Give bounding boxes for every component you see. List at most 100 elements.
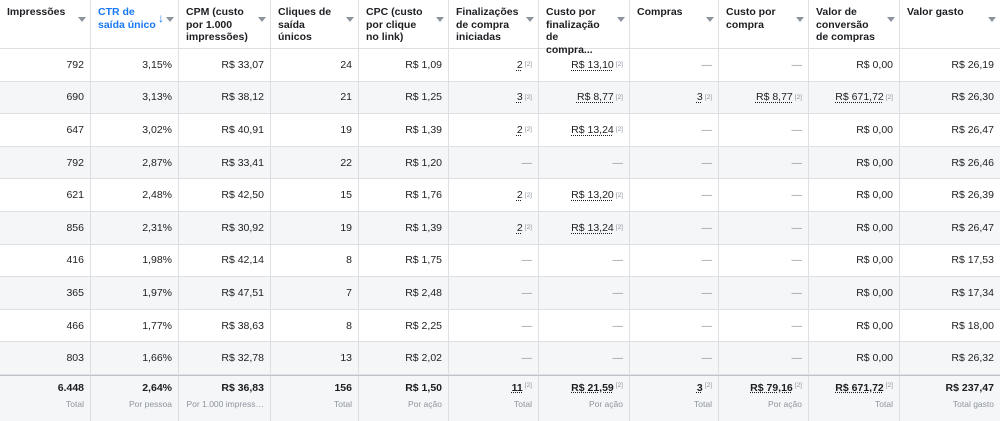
cell-value: — bbox=[791, 156, 803, 169]
cell-value[interactable]: R$ 8,77 bbox=[576, 91, 614, 104]
cell-value: 24 bbox=[340, 58, 352, 71]
attribution-note-marker: [2] bbox=[524, 381, 532, 389]
column-menu-caret-icon[interactable] bbox=[436, 17, 444, 22]
column-header-cpm[interactable]: CPM (custo por 1.000 impressões) bbox=[179, 0, 271, 48]
attribution-note-marker: [2] bbox=[524, 126, 532, 134]
table-row[interactable]: 647 3,02% R$ 40,91 19 R$ 1,39 2 [2] R$ 13,24 [2]… bbox=[0, 114, 1000, 147]
cell-compras: — bbox=[630, 277, 719, 309]
table-row[interactable]: 856 2,31% R$ 30,92 19 R$ 1,39 2 [2] R$ 13,24 [2]… bbox=[0, 211, 1000, 245]
cell-value: R$ 33,07 bbox=[221, 58, 264, 71]
column-header-valor_conversao[interactable]: Valor de conversão de compras bbox=[809, 0, 900, 48]
cell-value[interactable]: R$ 671,72 bbox=[835, 91, 884, 104]
column-menu-caret-icon[interactable] bbox=[526, 17, 534, 22]
table-row[interactable]: 803 1,66% R$ 32,78 13 R$ 2,02 — — — — R$ 0,00 R$ 2… bbox=[0, 342, 1000, 375]
cell-value: — bbox=[521, 254, 533, 267]
cell-value: 19 bbox=[340, 221, 352, 234]
column-menu-caret-icon[interactable] bbox=[796, 17, 804, 22]
cell-value[interactable]: 2 bbox=[516, 58, 523, 71]
table-row[interactable]: 365 1,97% R$ 47,51 7 R$ 2,48 — — — — R$ 0,00 R$ 17… bbox=[0, 277, 1000, 310]
cell-impressoes: 803 bbox=[0, 342, 91, 374]
column-menu-caret-icon[interactable] bbox=[617, 17, 625, 22]
attribution-note-marker: [2] bbox=[524, 191, 532, 199]
cell-value: — bbox=[701, 254, 713, 267]
total-cpm: R$ 36,83 Por 1.000 impress… bbox=[179, 375, 271, 421]
cell-value: R$ 1,20 bbox=[405, 156, 442, 169]
column-header-cpc[interactable]: CPC (custo por clique no link) bbox=[359, 0, 449, 48]
total-value[interactable]: R$ 671,72 bbox=[835, 381, 884, 394]
cell-cpm: R$ 32,78 bbox=[179, 342, 271, 374]
cell-value: — bbox=[521, 156, 533, 169]
cell-value: 21 bbox=[340, 91, 352, 104]
cell-value: R$ 33,41 bbox=[221, 156, 264, 169]
column-header-custo_compra[interactable]: Custo por compra bbox=[719, 0, 809, 48]
cell-value: 416 bbox=[66, 254, 84, 267]
column-menu-caret-icon[interactable] bbox=[887, 17, 895, 22]
cell-cpm: R$ 40,91 bbox=[179, 114, 271, 146]
cell-value: R$ 1,39 bbox=[405, 221, 442, 234]
column-header-custo_finalizacao[interactable]: Custo por finalização de compra... bbox=[539, 0, 630, 56]
column-menu-caret-icon[interactable] bbox=[78, 17, 86, 22]
cell-value[interactable]: R$ 13,24 bbox=[571, 123, 614, 136]
total-value[interactable]: 11 bbox=[511, 381, 523, 394]
cell-valor_conversao: R$ 0,00 bbox=[809, 342, 900, 374]
column-header-compras[interactable]: Compras bbox=[630, 0, 719, 48]
table-row[interactable]: 792 2,87% R$ 33,41 22 R$ 1,20 — — — — R$ 0,00 R$ 2… bbox=[0, 146, 1000, 180]
cell-value: — bbox=[791, 319, 803, 332]
table-row[interactable]: 792 3,15% R$ 33,07 24 R$ 1,09 2 [2] R$ 13,10 [2]… bbox=[0, 49, 1000, 82]
total-label: Total bbox=[66, 398, 84, 409]
cell-value: 8 bbox=[346, 254, 352, 267]
cell-value: R$ 17,34 bbox=[951, 286, 994, 299]
cell-cpc: R$ 1,25 bbox=[359, 81, 449, 114]
cell-custo_finalizacao: R$ 13,20 [2] bbox=[539, 179, 630, 211]
total-value[interactable]: R$ 21,59 bbox=[571, 381, 614, 394]
cell-valor_conversao: R$ 0,00 bbox=[809, 244, 900, 277]
cell-custo_finalizacao: — bbox=[539, 342, 630, 374]
cell-value: R$ 1,75 bbox=[405, 254, 442, 267]
cell-cpc: R$ 2,02 bbox=[359, 342, 449, 374]
cell-ctr: 1,77% bbox=[91, 309, 179, 342]
cell-value: 690 bbox=[66, 91, 84, 104]
cell-value[interactable]: 2 bbox=[516, 189, 523, 202]
cell-cpm: R$ 38,12 bbox=[179, 81, 271, 114]
cell-compras: — bbox=[630, 342, 719, 374]
column-header-valor_gasto[interactable]: Valor gasto bbox=[900, 0, 1000, 48]
total-value: R$ 36,83 bbox=[221, 381, 264, 394]
column-menu-caret-icon[interactable] bbox=[346, 17, 354, 22]
cell-value: R$ 0,00 bbox=[856, 123, 893, 136]
sort-descending-icon[interactable]: ↓ bbox=[158, 11, 164, 25]
cell-compras: — bbox=[630, 244, 719, 277]
cell-value: R$ 0,00 bbox=[856, 221, 893, 234]
column-menu-caret-icon[interactable] bbox=[166, 17, 174, 22]
column-header-impressoes[interactable]: Impressões bbox=[0, 0, 91, 48]
cell-finalizacoes: — bbox=[449, 342, 539, 374]
cell-value[interactable]: 3 bbox=[516, 91, 523, 104]
cell-custo_compra: — bbox=[719, 342, 809, 374]
cell-value[interactable]: 2 bbox=[516, 123, 523, 136]
column-header-ctr[interactable]: CTR de saída único ↓ bbox=[91, 0, 179, 48]
cell-value[interactable]: R$ 13,20 bbox=[571, 189, 614, 202]
column-header-cliques[interactable]: Cliques de saída únicos bbox=[271, 0, 359, 48]
table-row[interactable]: 690 3,13% R$ 38,12 21 R$ 1,25 3 [2] R$ 8,77 [2] 3… bbox=[0, 81, 1000, 115]
cell-value[interactable]: R$ 13,10 bbox=[571, 58, 614, 71]
table-row[interactable]: 466 1,77% R$ 38,63 8 R$ 2,25 — — — — R$ 0,00 R$ 18… bbox=[0, 309, 1000, 343]
column-menu-caret-icon[interactable] bbox=[706, 17, 714, 22]
cell-value[interactable]: R$ 13,24 bbox=[571, 221, 614, 234]
cell-value: — bbox=[701, 189, 713, 202]
cell-value: R$ 42,50 bbox=[221, 189, 264, 202]
cell-finalizacoes: — bbox=[449, 277, 539, 309]
cell-value[interactable]: 2 bbox=[516, 221, 523, 234]
cell-value[interactable]: R$ 8,77 bbox=[755, 91, 793, 104]
total-value[interactable]: R$ 79,16 bbox=[750, 381, 793, 394]
column-menu-caret-icon[interactable] bbox=[258, 17, 266, 22]
cell-ctr: 1,97% bbox=[91, 277, 179, 309]
cell-value: — bbox=[701, 352, 713, 365]
table-row[interactable]: 621 2,48% R$ 42,50 15 R$ 1,76 2 [2] R$ 13,20 [2]… bbox=[0, 179, 1000, 212]
total-value[interactable]: 3 bbox=[696, 381, 703, 394]
cell-value: 3,13% bbox=[142, 91, 172, 104]
cell-finalizacoes: 2 [2] bbox=[449, 211, 539, 244]
column-header-finalizacoes[interactable]: Finalizações de compra iniciadas bbox=[449, 0, 539, 48]
attribution-note-marker: [2] bbox=[524, 93, 532, 101]
table-row[interactable]: 416 1,98% R$ 42,14 8 R$ 1,75 — — — — R$ 0,00 R$ 17… bbox=[0, 244, 1000, 278]
cell-value[interactable]: 3 bbox=[696, 91, 703, 104]
column-menu-caret-icon[interactable] bbox=[988, 17, 996, 22]
